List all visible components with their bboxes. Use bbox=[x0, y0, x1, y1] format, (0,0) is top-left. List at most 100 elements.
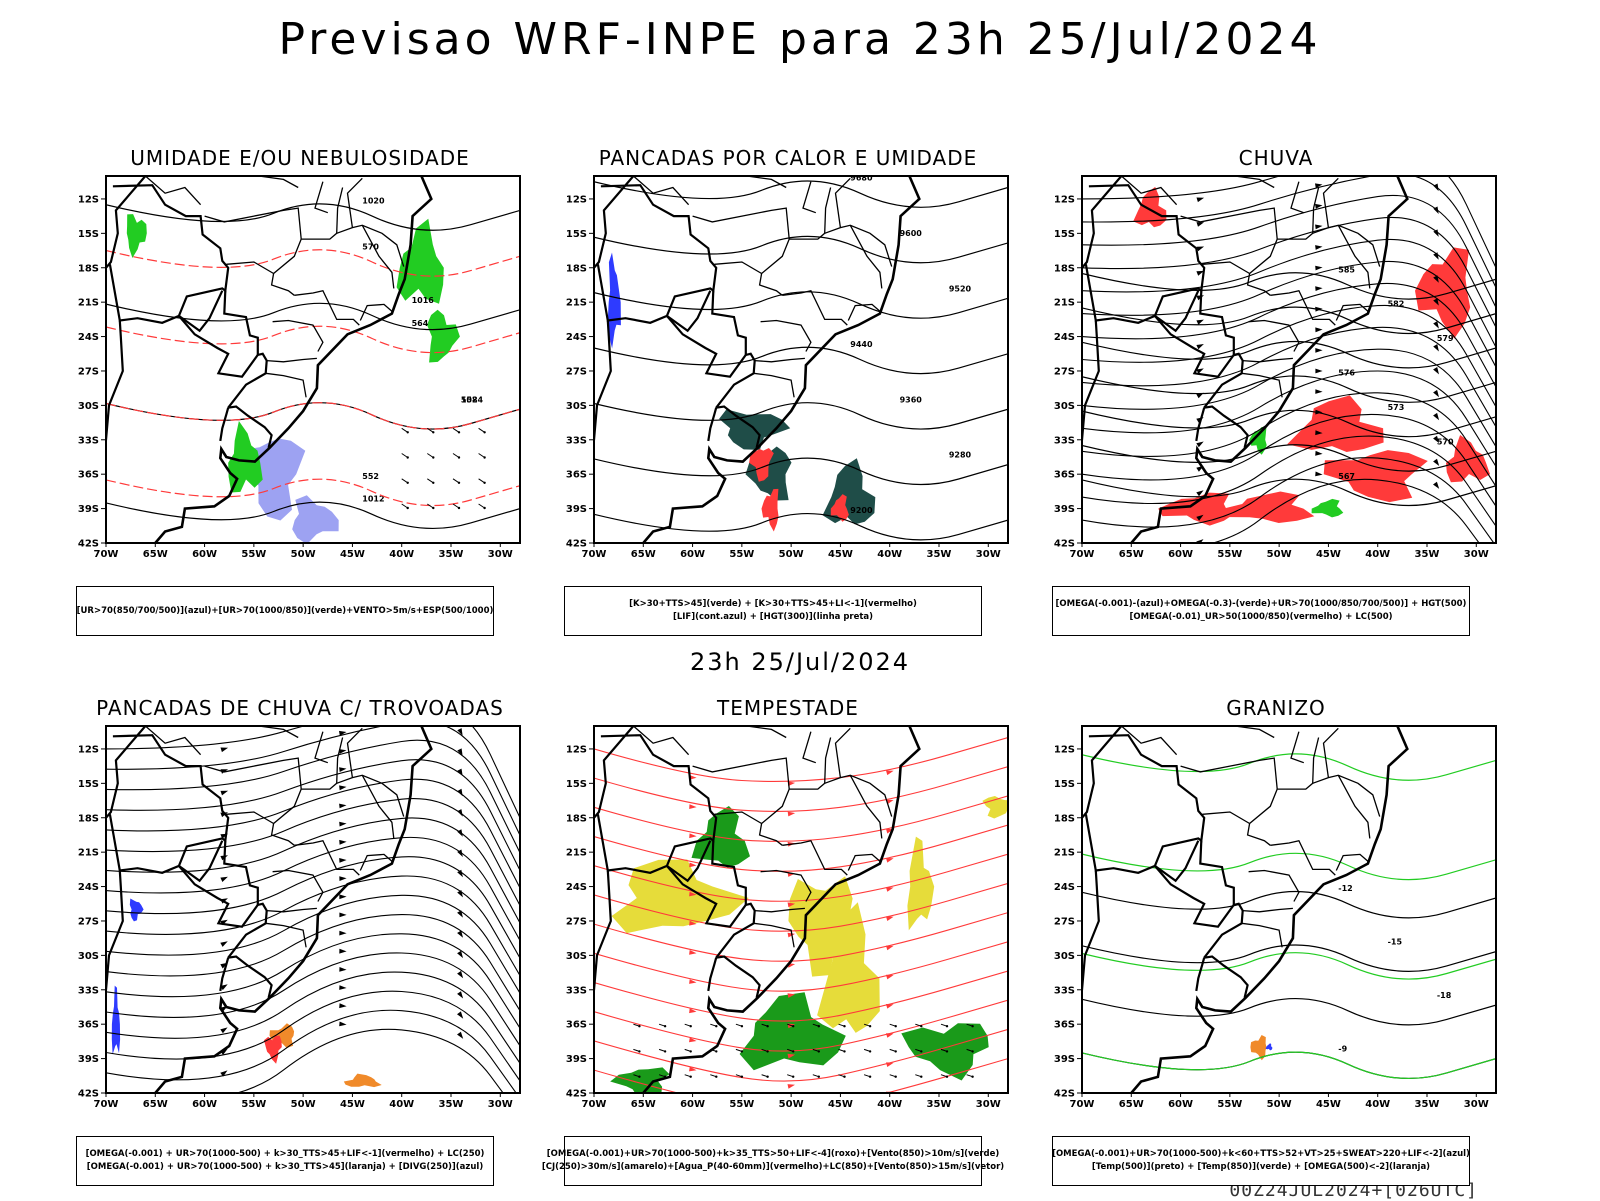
streamline bbox=[106, 971, 520, 1064]
contour-label: 9280 bbox=[949, 451, 972, 460]
state-border bbox=[1270, 289, 1336, 326]
legend-line: [UR>70(850/700/500)](azul)+[UR>70(1000/8… bbox=[76, 605, 494, 616]
lon-label: 50W bbox=[779, 549, 804, 560]
streamline-arrow bbox=[220, 941, 228, 947]
state-border bbox=[272, 869, 324, 902]
panel-title: PANCADAS POR CALOR E UMIDADE bbox=[598, 146, 978, 170]
state-border bbox=[294, 289, 360, 326]
streamline-arrow bbox=[689, 950, 697, 955]
lat-label: 33S bbox=[566, 985, 587, 996]
forecast-time-label: 23h 25/Jul/2024 bbox=[689, 648, 911, 676]
state-border bbox=[834, 727, 851, 778]
lat-label: 24S bbox=[566, 882, 587, 893]
map-content bbox=[594, 726, 1008, 1093]
streamline-arrow bbox=[787, 1084, 795, 1089]
lat-label: 18S bbox=[566, 813, 587, 824]
state-border bbox=[1335, 303, 1369, 321]
map-heat-showers: 9680 9600 9520 9440 9360 9280 9200 12S 15S 18S 21S… bbox=[566, 175, 1009, 560]
streamline-arrow bbox=[1196, 441, 1204, 448]
wind-arrow-head bbox=[689, 1050, 692, 1053]
state-border bbox=[692, 757, 790, 790]
panel-legend: [K>30+TTS>45](verde) + [K>30+TTS>45+LI<-… bbox=[564, 586, 982, 636]
panel-legend: [OMEGA(-0.001) + UR>70(1000-500) + k>30_… bbox=[76, 1136, 494, 1186]
streamline-arrow bbox=[1315, 471, 1323, 477]
country-border bbox=[1204, 405, 1249, 449]
streamline bbox=[1082, 216, 1496, 328]
lat-label: 15S bbox=[78, 779, 99, 790]
legend-line: [OMEGA(-0.001) + UR>70(1000-500) + k>30_… bbox=[86, 1162, 484, 1172]
streamline-arrow bbox=[220, 747, 229, 753]
shaded-area-blue bbox=[607, 252, 621, 349]
state-border bbox=[301, 737, 344, 790]
map-frame bbox=[593, 725, 1009, 1094]
wind-arrow bbox=[401, 503, 408, 509]
shaded-area-orange bbox=[269, 1023, 295, 1048]
country-border bbox=[1199, 290, 1244, 409]
streamline-arrow bbox=[1433, 344, 1439, 352]
streamline bbox=[106, 894, 520, 994]
streamline-arrow bbox=[457, 748, 463, 756]
lon-label: 65W bbox=[143, 1099, 168, 1110]
state-border bbox=[746, 726, 787, 739]
state-border bbox=[1322, 177, 1339, 228]
streamline-arrow bbox=[457, 728, 463, 736]
streamline bbox=[594, 1058, 1008, 1093]
lat-label: 12S bbox=[566, 744, 587, 755]
lon-label: 65W bbox=[1119, 1099, 1144, 1110]
lat-label: 33S bbox=[78, 435, 99, 446]
contour-label: 579 bbox=[1437, 334, 1454, 343]
contour-label: 9600 bbox=[900, 229, 923, 238]
lat-label: 30S bbox=[566, 401, 587, 412]
country-border bbox=[1084, 734, 1206, 874]
state-border bbox=[789, 187, 832, 240]
state-border bbox=[361, 774, 395, 839]
streamline bbox=[106, 726, 520, 819]
wind-arrow-head bbox=[432, 506, 435, 510]
lon-label: 55W bbox=[1217, 1099, 1242, 1110]
lat-label: 27S bbox=[1054, 366, 1075, 377]
streamline bbox=[594, 999, 1008, 1052]
streamline-arrow bbox=[220, 790, 229, 796]
state-border bbox=[1241, 922, 1283, 948]
shaded-area-blue bbox=[111, 985, 121, 1055]
wind-arrow-head bbox=[920, 1025, 923, 1028]
wind-arrow-head bbox=[406, 506, 409, 510]
wind-arrow bbox=[427, 503, 434, 509]
wind-arrow-head bbox=[766, 1075, 769, 1078]
contour-label: -9 bbox=[1338, 1045, 1347, 1054]
country-border bbox=[594, 870, 612, 997]
wind-arrow-head bbox=[792, 1025, 795, 1028]
streamline-arrow bbox=[689, 979, 697, 984]
state-border bbox=[1277, 737, 1320, 790]
lat-label: 42S bbox=[566, 539, 587, 550]
streamline bbox=[1082, 478, 1480, 543]
state-border bbox=[346, 177, 363, 228]
country-border bbox=[1154, 840, 1200, 883]
streamline-arrow bbox=[689, 1008, 697, 1014]
streamline-arrow bbox=[886, 887, 894, 892]
shaded-area-red bbox=[761, 488, 779, 532]
streamline-arrow bbox=[1433, 458, 1440, 466]
lon-label: 60W bbox=[1168, 1099, 1193, 1110]
streamline-arrow bbox=[457, 950, 463, 959]
lat-label: 30S bbox=[1054, 401, 1075, 412]
lat-label: 21S bbox=[1054, 298, 1075, 309]
shaded-area-blue bbox=[1265, 1043, 1273, 1051]
lat-label: 33S bbox=[78, 985, 99, 996]
state-border bbox=[336, 224, 405, 267]
shaded-area-red bbox=[830, 494, 849, 522]
lon-label: 70W bbox=[94, 1099, 119, 1110]
lat-label: 36S bbox=[78, 1020, 99, 1031]
streamline-arrow bbox=[457, 1011, 464, 1019]
shaded-area-orange bbox=[343, 1073, 382, 1088]
streamline bbox=[594, 824, 1008, 872]
streamline-arrow bbox=[1315, 245, 1323, 250]
streamline-arrow bbox=[1433, 435, 1440, 444]
contour-label: 9440 bbox=[850, 340, 873, 349]
wind-arrow bbox=[452, 427, 460, 433]
wind-arrow-head bbox=[483, 431, 486, 434]
lon-label: 35W bbox=[1415, 549, 1440, 560]
lon-label: 35W bbox=[439, 549, 464, 560]
streamline-arrow bbox=[1433, 412, 1440, 421]
